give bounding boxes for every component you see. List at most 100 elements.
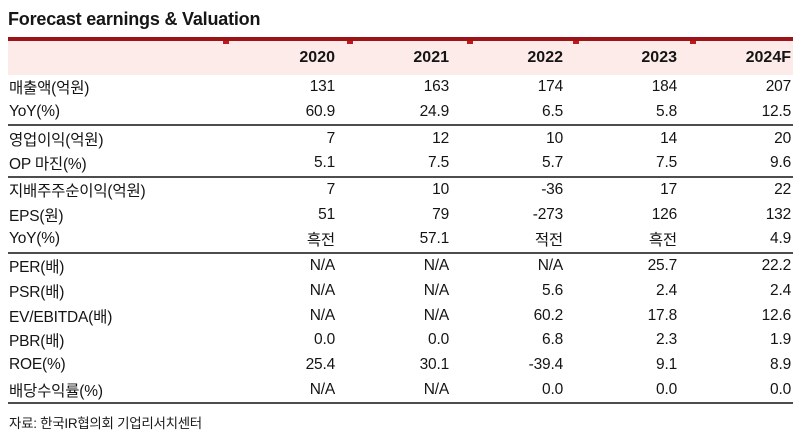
value-cell: 60.9 (305, 103, 336, 121)
table-row: PER(배) N/A N/A N/A 25.7 22.2 (8, 254, 793, 279)
value-cell: 25.4 (305, 355, 336, 373)
value-cell: 132 (765, 205, 791, 223)
row-group: 영업이익(억원) 7 12 10 14 20 OP 마진(%) 5.1 7.5 5.7 7.5 9.6 (8, 126, 793, 178)
value-cell: 8.9 (770, 355, 791, 373)
row-label: ROE(%) (9, 355, 66, 373)
row-group: PER(배) N/A N/A N/A 25.7 22.2 PSR(배) N/A N/A 5.6 2.… (8, 254, 793, 404)
column-boundary-tick (467, 41, 473, 44)
value-cell: 적전 (534, 232, 563, 250)
row-label: PSR(배) (9, 283, 65, 301)
table-body: 매출액(억원) 131 163 174 184 207 YoY(%) 60.9 24.9 6.5 5… (8, 75, 793, 404)
value-cell: -39.4 (528, 355, 564, 373)
table-row: YoY(%) 60.9 24.9 6.5 5.8 12.5 (8, 100, 793, 125)
value-cell: 79 (432, 205, 449, 223)
page-title: Forecast earnings & Valuation (8, 9, 261, 29)
column-boundary-tick (690, 41, 696, 44)
value-cell: 7 (326, 129, 336, 147)
table-row: 영업이익(억원) 7 12 10 14 20 (8, 126, 793, 151)
header-year-cell: 2023 (641, 49, 677, 66)
value-cell: 163 (423, 78, 449, 96)
value-cell: 174 (537, 78, 563, 96)
value-cell: 57.1 (419, 230, 450, 248)
value-cell: 12 (432, 129, 449, 147)
value-cell: 0.0 (770, 380, 791, 398)
value-cell: 12.5 (761, 103, 792, 121)
value-cell: N/A (309, 306, 335, 324)
row-label: YoY(%) (9, 103, 60, 121)
row-label: 지배주주순이익(억원) (9, 183, 146, 201)
table-row: 배당수익률(%) N/A N/A 0.0 0.0 0.0 (8, 377, 793, 402)
value-cell: 0.0 (542, 380, 563, 398)
value-cell: 5.8 (656, 103, 677, 121)
value-cell: 10 (432, 181, 449, 199)
row-group: 매출액(억원) 131 163 174 184 207 YoY(%) 60.9 24.9 6.5 5… (8, 75, 793, 127)
value-cell: 60.2 (533, 306, 564, 324)
table-row: YoY(%) 흑전 57.1 적전 흑전 4.9 (8, 227, 793, 252)
valuation-table: 2020 2021 2022 2023 2024F 매출액(억원) 131 163 174 18… (8, 37, 793, 404)
value-cell: 6.8 (542, 331, 563, 349)
header-year-cell: 2024F (745, 49, 791, 66)
row-label: OP 마진(%) (9, 156, 87, 174)
value-cell: 22.2 (761, 257, 792, 275)
column-boundary-tick (573, 41, 579, 44)
value-cell: 207 (765, 78, 791, 96)
table-row: 지배주주순이익(억원) 7 10 -36 17 22 (8, 178, 793, 203)
column-boundary-tick (223, 41, 229, 44)
value-cell: 7.5 (656, 154, 677, 172)
value-cell: 5.1 (314, 154, 335, 172)
value-cell: 9.1 (656, 355, 677, 373)
value-cell: 9.6 (770, 154, 791, 172)
value-cell: 10 (546, 129, 563, 147)
value-cell: 14 (660, 129, 677, 147)
row-label: YoY(%) (9, 230, 60, 248)
value-cell: N/A (423, 257, 449, 275)
table-row: PBR(배) 0.0 0.0 6.8 2.3 1.9 (8, 328, 793, 353)
header-row: 2020 2021 2022 2023 2024F (8, 41, 793, 75)
table-row: ROE(%) 25.4 30.1 -39.4 9.1 8.9 (8, 353, 793, 378)
value-cell: 184 (651, 78, 677, 96)
value-cell: 2.4 (770, 281, 791, 299)
value-cell: N/A (537, 257, 563, 275)
value-cell: N/A (309, 380, 335, 398)
value-cell: 흑전 (648, 232, 677, 250)
table-row: EPS(원) 51 79 -273 126 132 (8, 202, 793, 227)
value-cell: N/A (309, 281, 335, 299)
header-year-cell: 2021 (413, 49, 449, 66)
value-cell: 22 (774, 181, 791, 199)
value-cell: 20 (774, 129, 791, 147)
table-row: 매출액(억원) 131 163 174 184 207 (8, 75, 793, 100)
value-cell: 30.1 (419, 355, 450, 373)
value-cell: 흑전 (306, 232, 335, 250)
value-cell: 24.9 (419, 103, 450, 121)
source-note: 자료: 한국IR협의회 기업리서치센터 (9, 415, 202, 431)
value-cell: 17.8 (647, 306, 678, 324)
value-cell: N/A (423, 306, 449, 324)
value-cell: 5.7 (542, 154, 563, 172)
value-cell: N/A (423, 380, 449, 398)
row-label: 영업이익(억원) (9, 131, 104, 149)
value-cell: 2.4 (656, 281, 677, 299)
value-cell: 51 (318, 205, 335, 223)
value-cell: N/A (423, 281, 449, 299)
value-cell: 131 (309, 78, 335, 96)
value-cell: 1.9 (770, 331, 791, 349)
value-cell: N/A (309, 257, 335, 275)
value-cell: 5.6 (542, 281, 563, 299)
row-label: EPS(원) (9, 207, 64, 225)
value-cell: 7 (326, 181, 336, 199)
value-cell: 126 (651, 205, 677, 223)
row-label: 매출액(억원) (9, 80, 90, 98)
table-row: EV/EBITDA(배) N/A N/A 60.2 17.8 12.6 (8, 303, 793, 328)
value-cell: 2.3 (656, 331, 677, 349)
row-label: EV/EBITDA(배) (9, 308, 113, 326)
row-group: 지배주주순이익(억원) 7 10 -36 17 22 EPS(원) 51 79 -273 126 13… (8, 178, 793, 254)
header-year-cell: 2020 (299, 49, 335, 66)
value-cell: 17 (660, 181, 677, 199)
value-cell: 25.7 (647, 257, 678, 275)
column-boundary-tick (347, 41, 353, 44)
value-cell: 0.0 (656, 380, 677, 398)
value-cell: 6.5 (542, 103, 563, 121)
value-cell: -273 (532, 205, 563, 223)
value-cell: 0.0 (428, 331, 449, 349)
report-table-panel: Forecast earnings & Valuation 2020 2021 20… (8, 9, 793, 431)
